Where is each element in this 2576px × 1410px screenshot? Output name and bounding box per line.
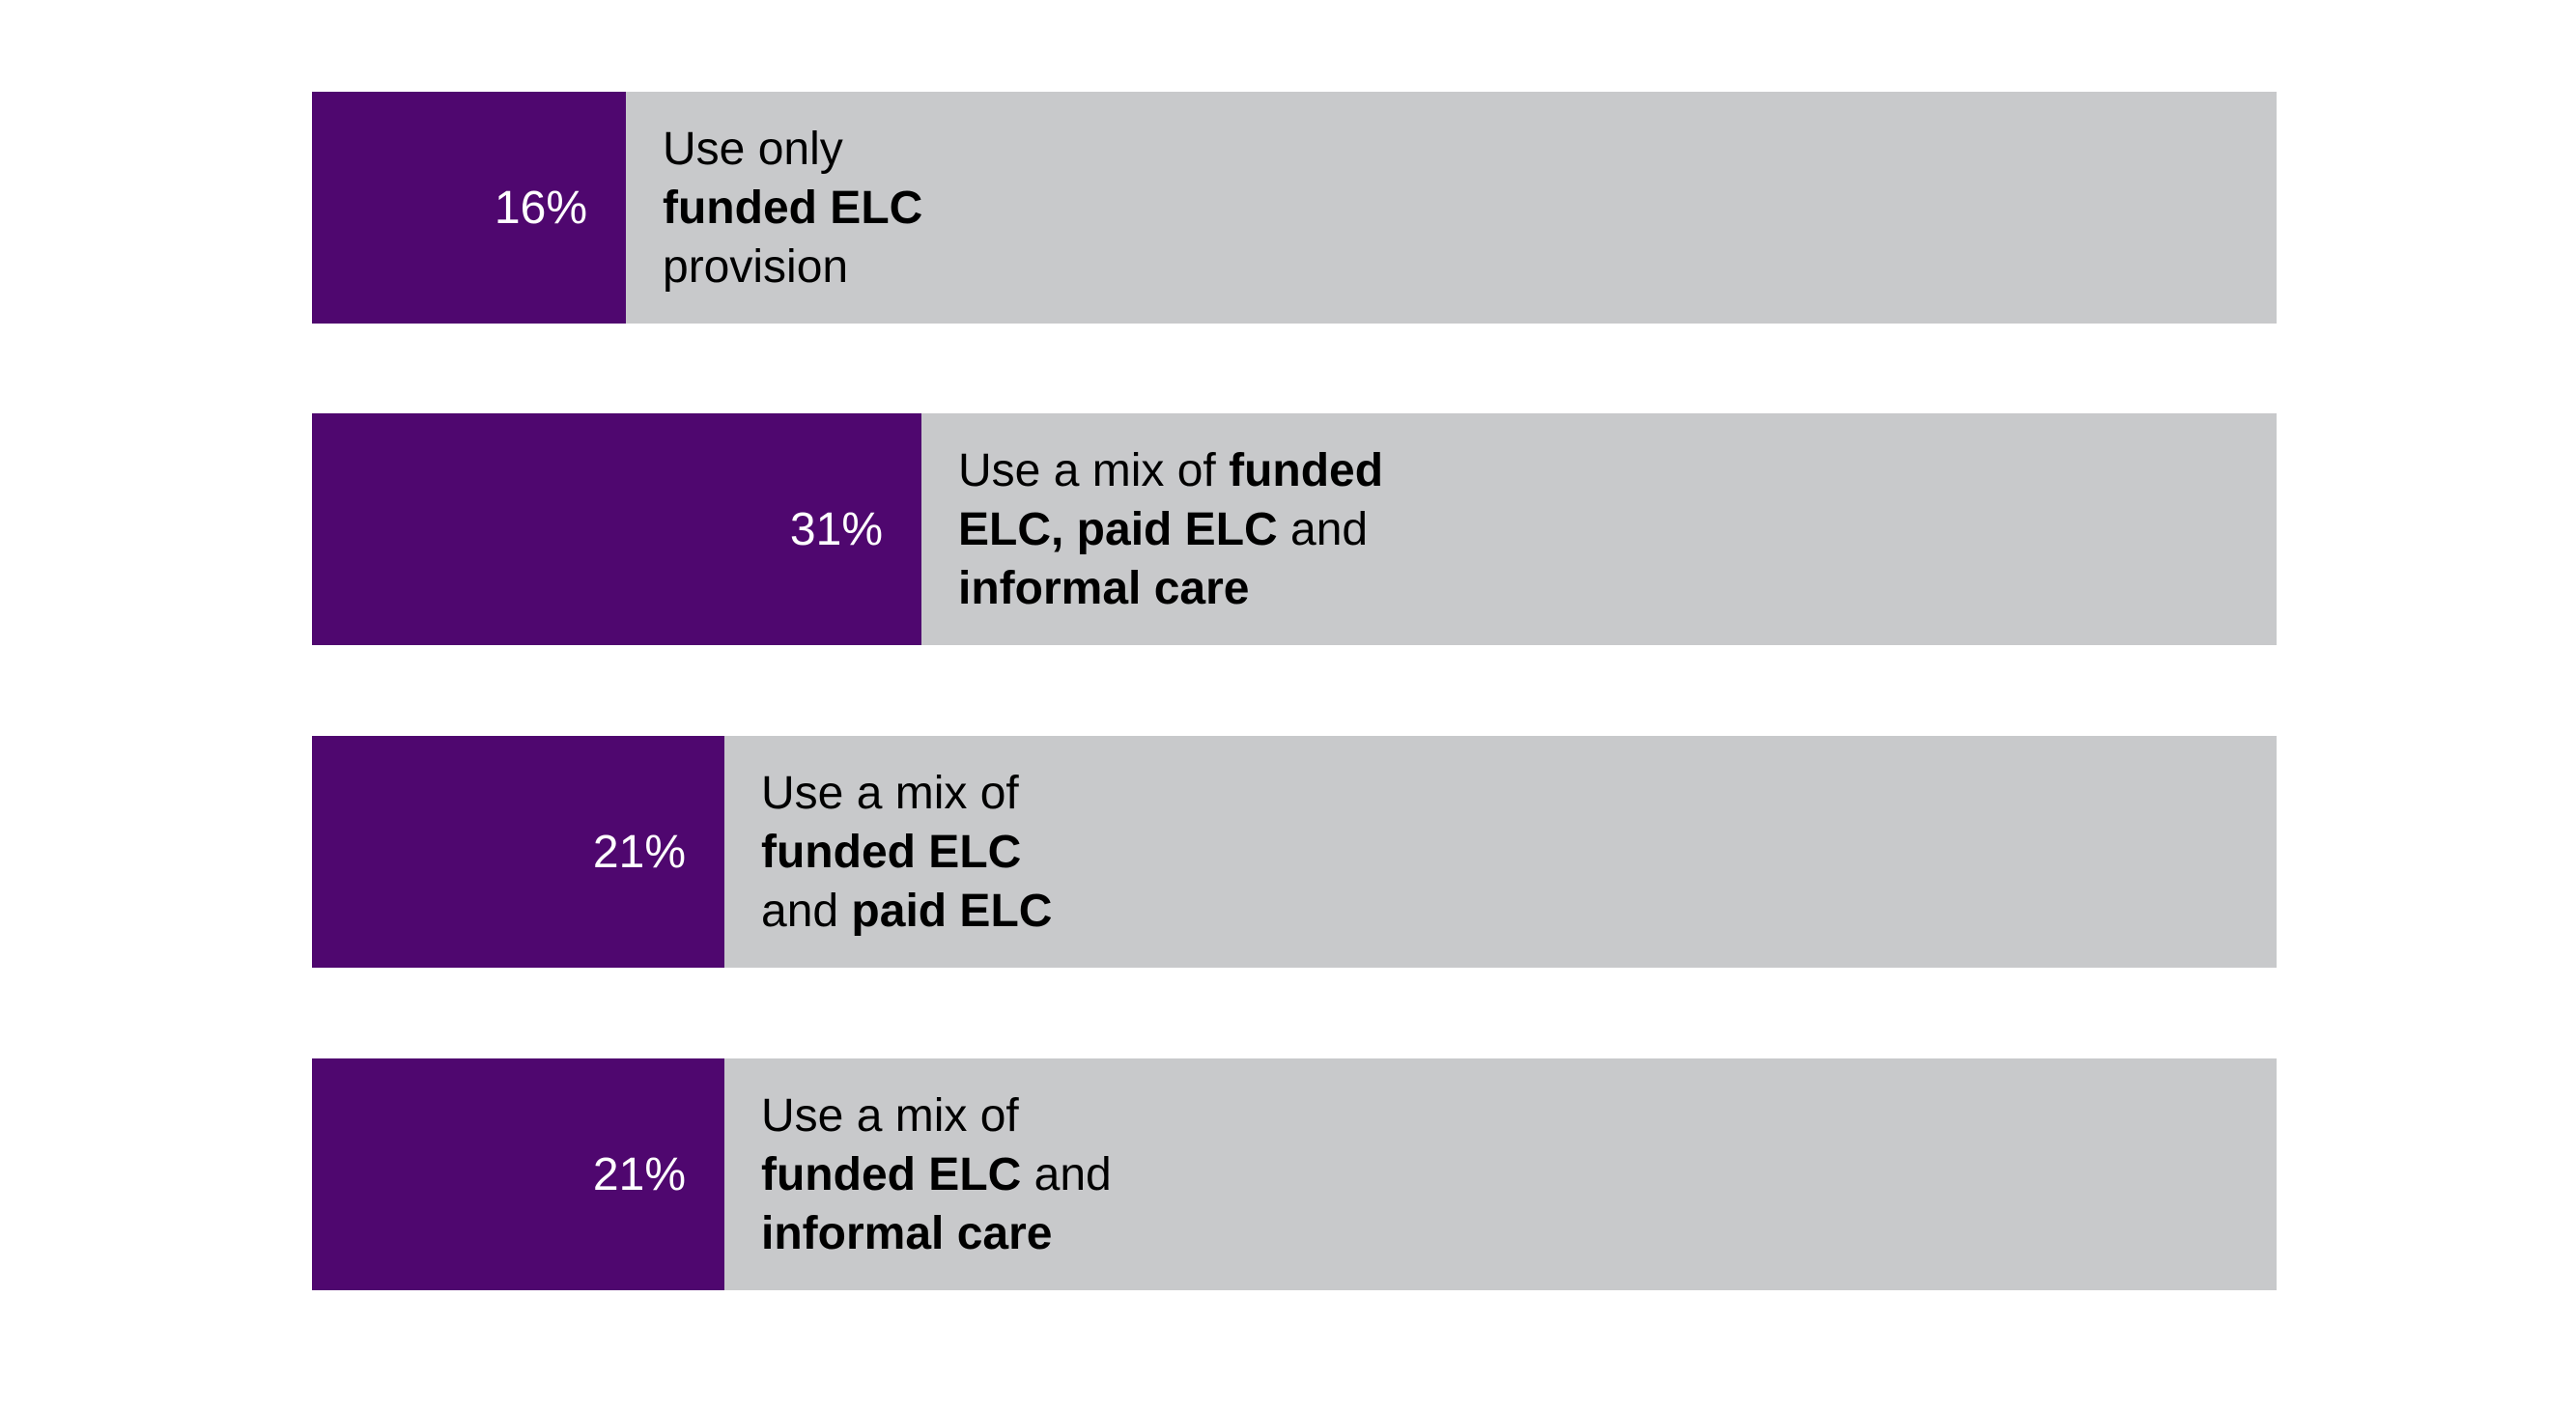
label-text-bold: paid ELC [851,885,1053,937]
label-text: Use a mix of [761,767,1019,819]
label-text: and [1021,1148,1112,1200]
label-text: and [761,885,852,937]
label-line: informal care [958,559,1383,618]
label-line: informal care [761,1204,1112,1263]
bar [312,1058,724,1290]
bar [312,413,921,645]
bar-category-label: Use a mix of funded ELC and informal care [761,1058,1112,1290]
label-text-bold: ELC, paid ELC [958,503,1278,555]
label-text-bold: funded ELC [663,182,923,234]
label-line: funded ELC and [761,1145,1112,1204]
label-text-bold: informal care [958,562,1250,614]
label-text: and [1277,503,1369,555]
bar-track: 31% Use a mix of funded ELC, paid ELC and i… [312,413,2277,645]
bar-value-label: 16% [494,182,587,234]
label-line: ELC, paid ELC and [958,500,1383,559]
bar [312,736,724,968]
label-line: funded ELC [663,179,922,238]
bar-track: 21% Use a mix of funded ELC and informal ca… [312,1058,2277,1290]
bar-track: 21% Use a mix of funded ELC and paid ELC [312,736,2277,968]
label-line: Use a mix of [761,1086,1112,1145]
label-text-bold: informal care [761,1207,1053,1259]
bar-value-label: 31% [789,503,883,555]
label-line: funded ELC [761,823,1052,882]
label-text-bold: funded ELC [761,826,1022,878]
label-line: Use only [663,120,922,179]
bar-value-label: 21% [592,826,686,878]
bar-category-label: Use a mix of funded ELC, paid ELC and info… [958,413,1383,645]
label-text: Use a mix of [958,444,1230,496]
label-text: Use a mix of [761,1089,1019,1142]
label-line: and paid ELC [761,882,1052,941]
bar-category-label: Use a mix of funded ELC and paid ELC [761,736,1052,968]
label-line: Use a mix of funded [958,441,1383,500]
label-line: provision [663,238,922,296]
label-text-bold: funded [1229,444,1384,496]
label-text: provision [663,240,849,293]
label-line: Use a mix of [761,764,1052,823]
bar-category-label: Use only funded ELC provision [663,92,922,324]
bar [312,92,626,324]
bar-value-label: 21% [592,1148,686,1200]
label-text-bold: funded ELC [761,1148,1022,1200]
label-text: Use only [663,123,843,175]
bar-track: 16% Use only funded ELC provision [312,92,2277,324]
